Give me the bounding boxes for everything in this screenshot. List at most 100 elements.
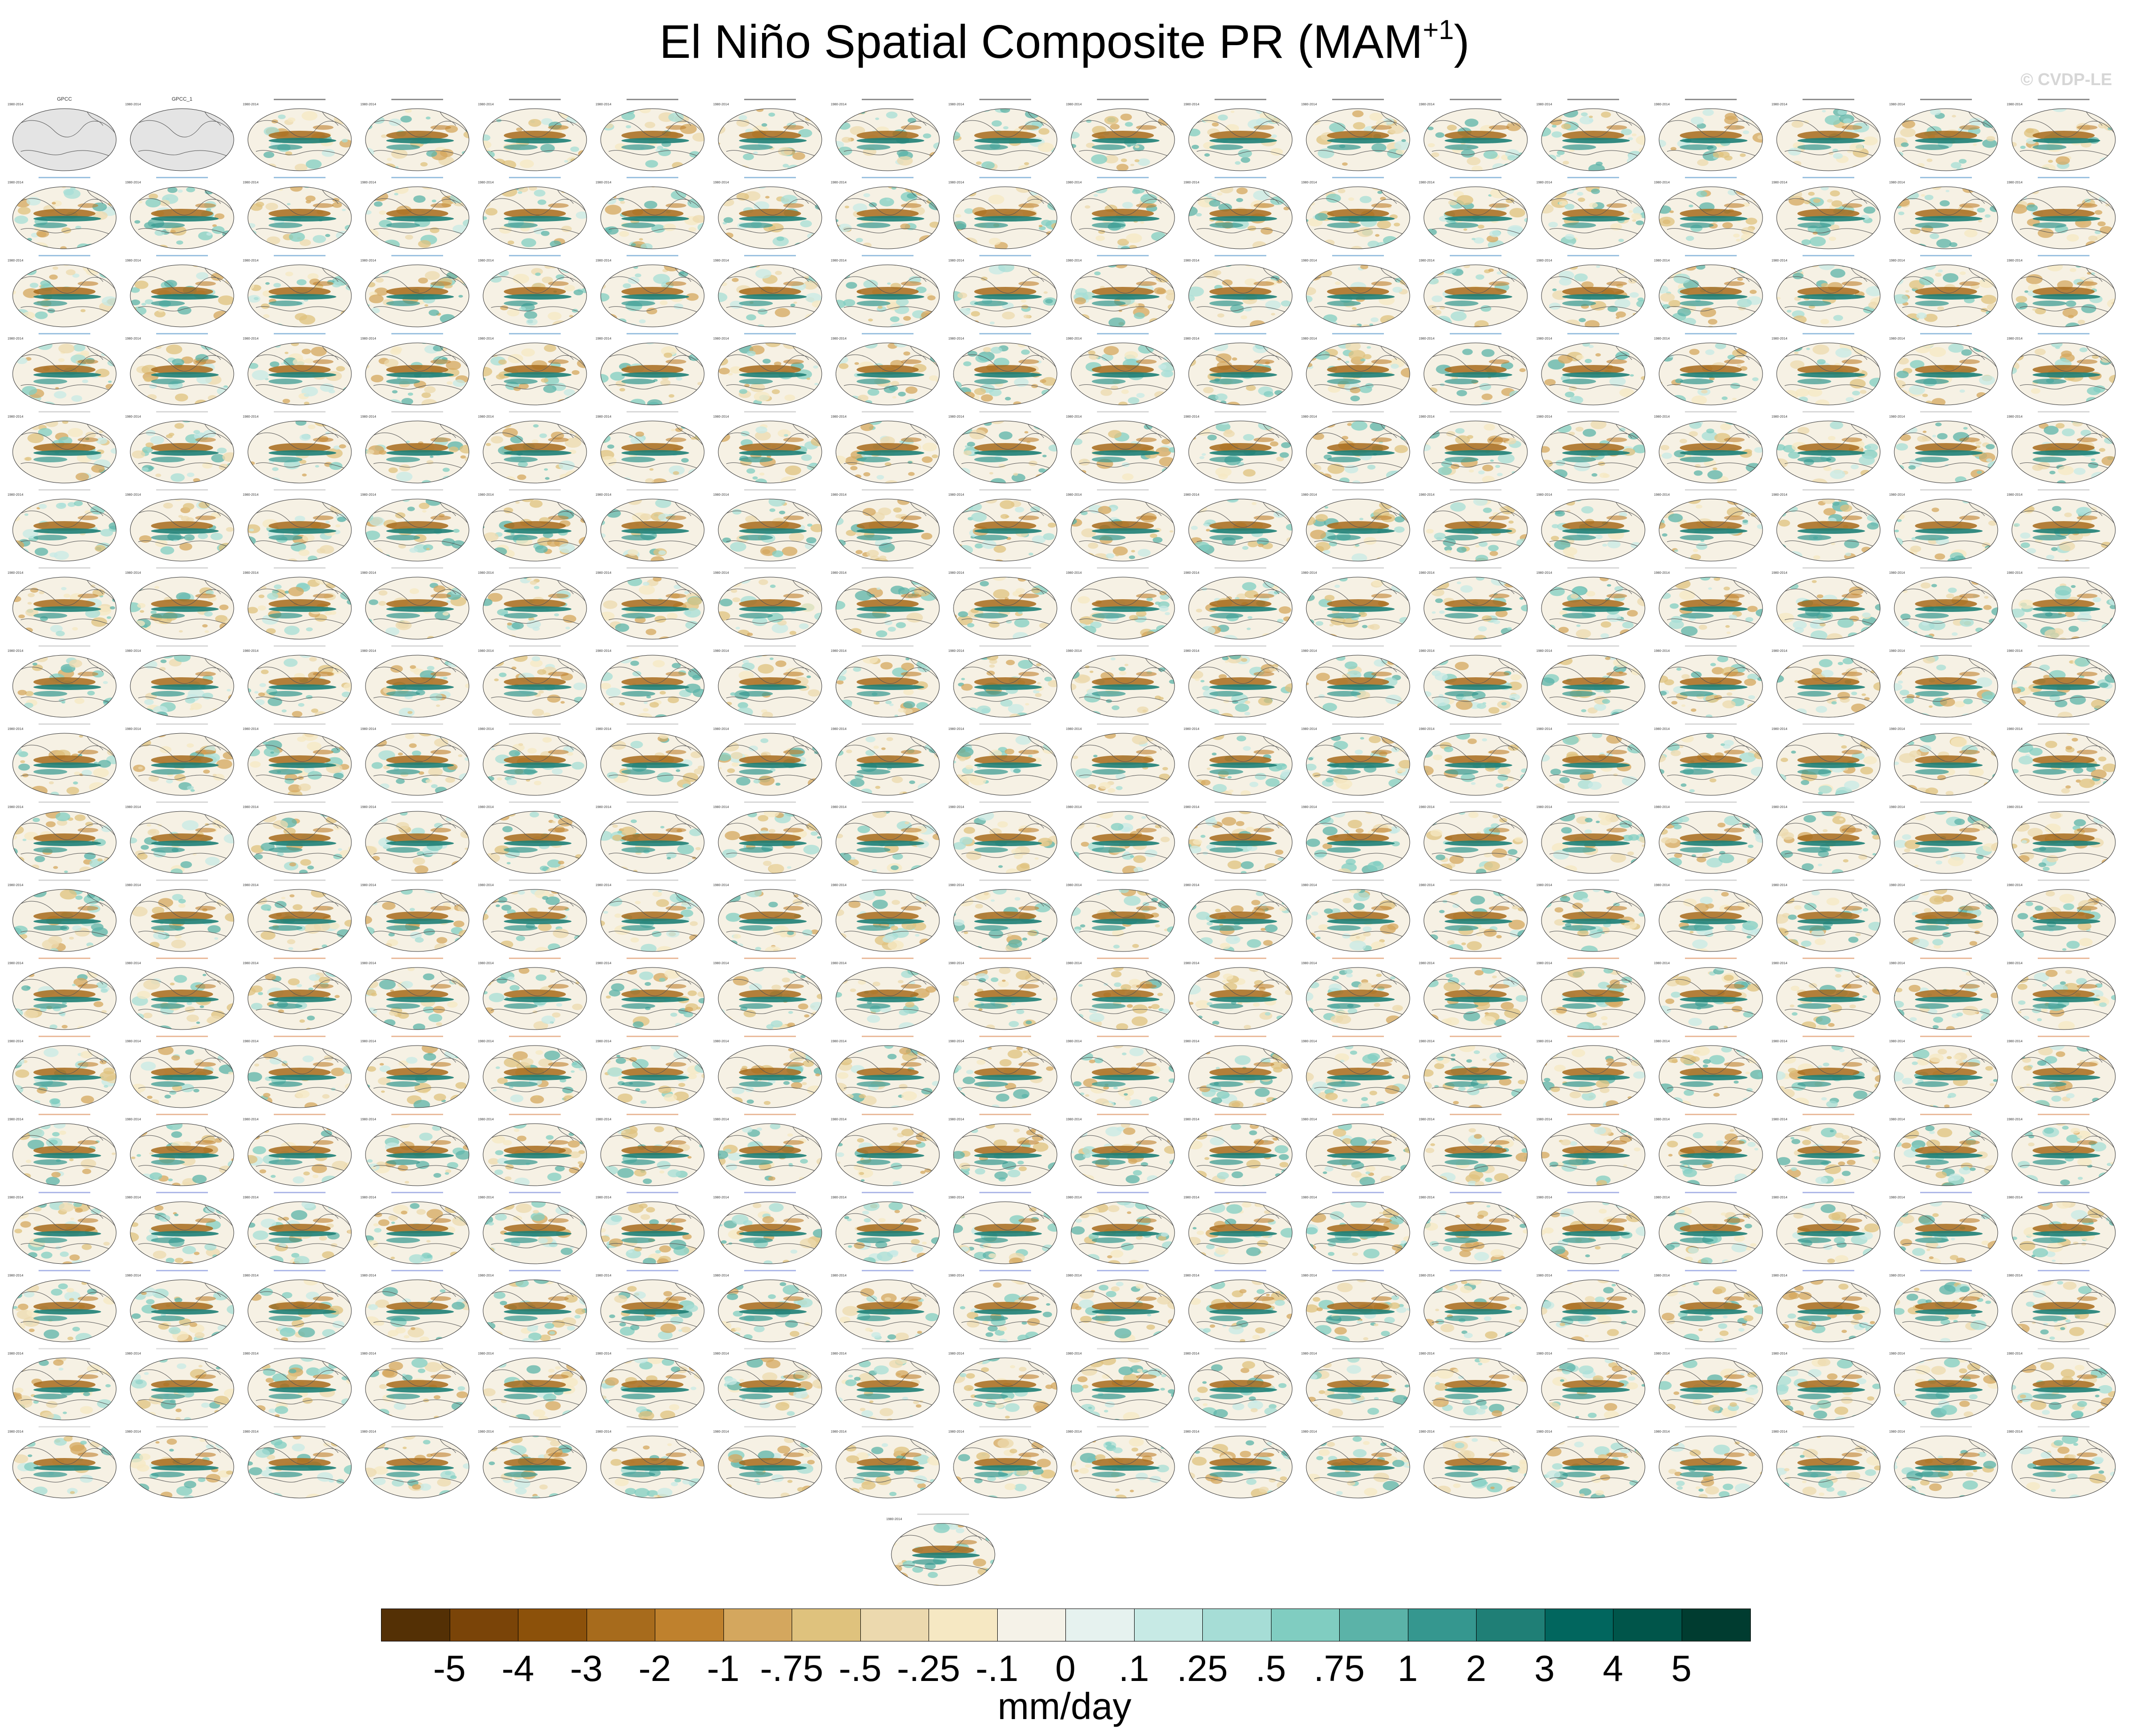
map-panel: 1980-2014 <box>123 565 241 646</box>
map-panel: 1980-2014 <box>241 1346 358 1427</box>
panel-period-label: 1980-2014 <box>360 181 376 184</box>
panel-period-label: 1980-2014 <box>831 1274 847 1277</box>
panel-title <box>274 1348 326 1349</box>
panel-title <box>744 880 796 881</box>
panel-period-label: 1980-2014 <box>360 728 376 731</box>
map-panel: 1980-2014 <box>946 1268 1064 1348</box>
title-main: El Niño Spatial Composite PR (MAM <box>659 16 1423 68</box>
globe-map <box>1306 264 1410 327</box>
panel-period-label: 1980-2014 <box>1536 181 1552 184</box>
panel-period-label: 1980-2014 <box>596 103 612 106</box>
map-panel: 1980-2014 <box>1534 877 1652 958</box>
panel-period-label: 1980-2014 <box>1301 1040 1317 1043</box>
map-panel: 1980-2014 <box>1182 1189 1299 1270</box>
map-panel: 1980-2014 <box>358 1424 476 1505</box>
map-panel: 1980-2014 <box>946 1189 1064 1270</box>
map-panel: 1980-2014 <box>1887 331 2005 412</box>
globe-map <box>1071 108 1175 171</box>
map-panel: 1980-2014 <box>358 565 476 646</box>
panel-period-label: 1980-2014 <box>2007 806 2023 809</box>
globe-map <box>1659 577 1763 640</box>
panel-period-label: 1980-2014 <box>1889 1040 1905 1043</box>
panel-period-label: 1980-2014 <box>243 493 259 497</box>
globe-map <box>365 1435 469 1498</box>
panel-title <box>391 1426 443 1427</box>
panel-title <box>39 1036 90 1037</box>
panel-period-label: 1980-2014 <box>125 103 141 106</box>
globe-map <box>1071 1123 1175 1186</box>
globe-map <box>1306 342 1410 405</box>
map-panel: 1980-2014 <box>829 565 946 646</box>
map-panel: 1980-2014 <box>1182 1268 1299 1348</box>
map-panel: 1980-2014 <box>1182 721 1299 802</box>
panel-period-label: 1980-2014 <box>831 337 847 341</box>
map-panel: 1980-2014 <box>1652 1033 1770 1114</box>
globe-map <box>483 342 587 405</box>
map-panel: 1980-2014 <box>711 565 829 646</box>
panel-title <box>1920 99 1972 100</box>
panel-title <box>1215 333 1266 334</box>
panel-title <box>39 1426 90 1427</box>
map-panel: 1980-2014 <box>711 1111 829 1192</box>
panel-period-label: 1980-2014 <box>360 806 376 809</box>
map-panel: 1980-2014 <box>594 174 711 255</box>
map-panel: 1980-2014 <box>1534 96 1652 177</box>
panel-period-label: 1980-2014 <box>1066 415 1082 419</box>
globe-map <box>365 733 469 796</box>
map-panel: 1980-2014 <box>829 1268 946 1348</box>
map-panel: 1980-2014 <box>1182 331 1299 412</box>
panel-period-label: 1980-2014 <box>1301 337 1317 341</box>
globe-map <box>1188 733 1293 796</box>
colorbar-swatch <box>792 1609 861 1641</box>
panel-period-label: 1980-2014 <box>478 650 494 653</box>
map-panel: 1980-2014 <box>123 1111 241 1192</box>
panel-period-label: 1980-2014 <box>1066 962 1082 965</box>
map-panel: 1980-2014 <box>1652 565 1770 646</box>
map-panel: 1980-2014 <box>241 955 358 1036</box>
panel-period-label: 1980-2014 <box>8 415 24 419</box>
globe-map <box>835 342 940 405</box>
map-panel: GPCC_1 1980-2014 <box>123 96 241 177</box>
map-panel: 1980-2014 <box>946 721 1064 802</box>
globe-map <box>365 811 469 874</box>
globe-map <box>483 577 587 640</box>
panel-period-label: 1980-2014 <box>478 1118 494 1121</box>
panel-title <box>1920 723 1972 725</box>
panel-period-label: 1980-2014 <box>831 728 847 731</box>
panel-title <box>509 1114 561 1115</box>
panel-title <box>1920 177 1972 178</box>
globe-map <box>1071 1045 1175 1108</box>
panel-period-label: 1980-2014 <box>360 1274 376 1277</box>
map-panel: 1980-2014 <box>476 877 594 958</box>
panel-title <box>1332 1426 1384 1427</box>
panel-period-label: 1980-2014 <box>1772 884 1787 887</box>
panel-title <box>509 958 561 959</box>
panel-period-label: 1980-2014 <box>713 571 729 575</box>
panel-period-label: 1980-2014 <box>831 962 847 965</box>
panel-period-label: 1980-2014 <box>948 493 964 497</box>
map-panel: 1980-2014 <box>711 799 829 880</box>
map-panel: 1980-2014 <box>1770 409 1887 490</box>
globe-map <box>2011 499 2116 562</box>
globe-map <box>718 1435 822 1498</box>
globe-map <box>1188 889 1293 952</box>
panel-period-label: 1980-2014 <box>1536 962 1552 965</box>
globe-map <box>1423 655 1528 718</box>
panel-title <box>862 958 914 959</box>
globe-map <box>247 342 352 405</box>
map-panel: 1980-2014 <box>1887 721 2005 802</box>
panel-period-label: 1980-2014 <box>1301 1274 1317 1277</box>
globe-map <box>247 1123 352 1186</box>
panel-period-label: 1980-2014 <box>1536 650 1552 653</box>
map-panel: 1980-2014 <box>241 1424 358 1505</box>
globe-map <box>1071 811 1175 874</box>
globe-map <box>718 1123 822 1186</box>
panel-period-label: 1980-2014 <box>8 650 24 653</box>
globe-map <box>1306 499 1410 562</box>
map-panel: 1980-2014 <box>884 1511 1002 1592</box>
map-panel: 1980-2014 <box>829 955 946 1036</box>
panel-title <box>156 880 208 881</box>
globe-map <box>1894 1201 1998 1264</box>
panel-title <box>1332 801 1384 803</box>
panel-title <box>1215 723 1266 725</box>
